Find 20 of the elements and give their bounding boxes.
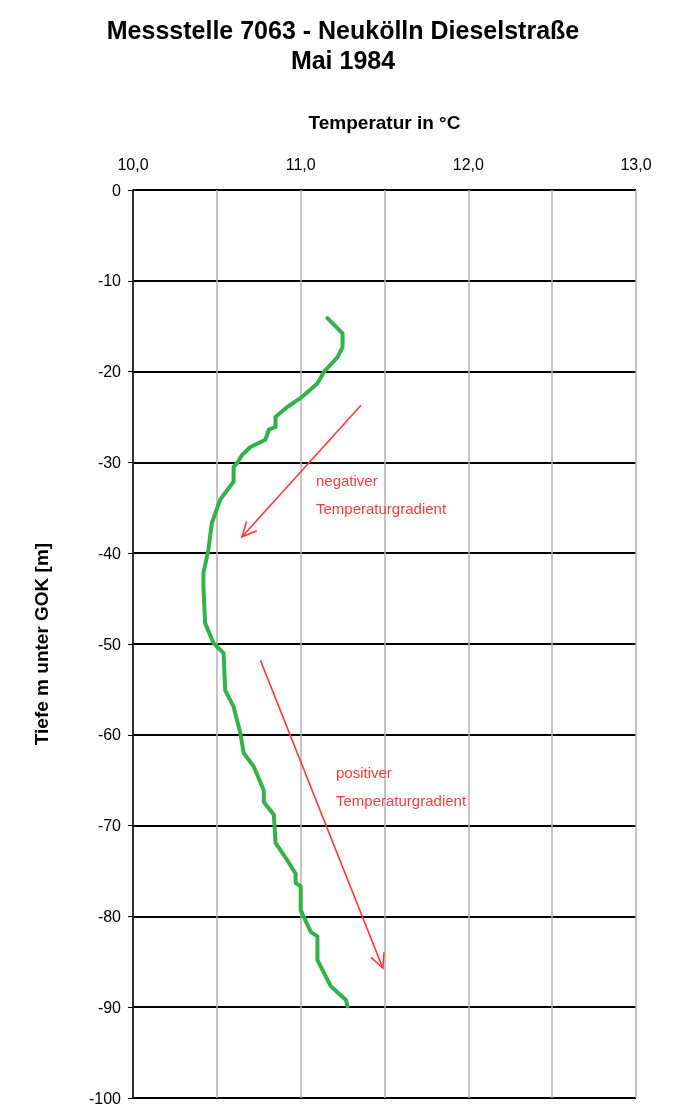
y-tick-label: -90: [97, 998, 122, 1016]
x-tick-label: 12,0: [452, 155, 485, 173]
x-tick-label: 11,0: [285, 155, 316, 173]
y-tick-label: -20: [97, 363, 122, 381]
y-tick-label: -70: [97, 817, 122, 835]
y-tick-label: -40: [97, 544, 122, 562]
annotation: negativer Temperaturgradient: [316, 471, 447, 517]
y-tick-label: -60: [97, 726, 122, 744]
y-tick-label: -100: [88, 1089, 122, 1107]
annotation: positiver Temperaturgradient: [336, 763, 467, 809]
y-tick-label: -50: [97, 635, 122, 653]
y-tick-label: -30: [97, 453, 122, 471]
chart-title: Messstelle 7063 - Neukölln Dieselstraße Mai 1984: [106, 16, 580, 74]
y-axis-title: Tiefe m unter GOK [m]: [31, 542, 52, 746]
x-axis-title: Temperatur in °C: [308, 112, 461, 133]
y-tick-label: 0: [112, 181, 122, 199]
x-tick-label: 13,0: [620, 155, 652, 173]
y-tick-label: -80: [97, 907, 122, 925]
x-tick-label: 10,0: [117, 155, 149, 173]
y-tick-label: -10: [97, 272, 122, 290]
